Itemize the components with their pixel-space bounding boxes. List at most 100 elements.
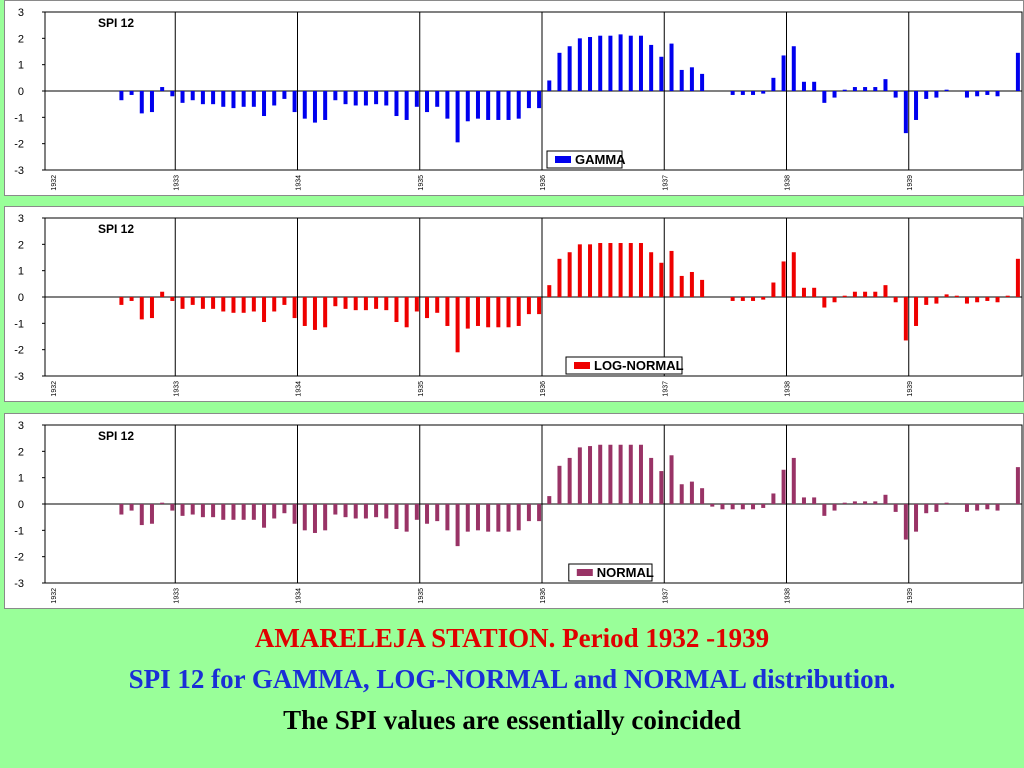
bar (577, 447, 582, 504)
bar (863, 501, 868, 504)
bar (649, 252, 654, 297)
bar (160, 291, 165, 297)
bar (577, 38, 582, 91)
chart-title: SPI 12 (98, 16, 134, 30)
bar (598, 243, 603, 297)
bar (343, 297, 348, 309)
x-tick-label: 1937 (662, 381, 669, 397)
bar (1005, 295, 1010, 297)
bar (231, 91, 236, 109)
bar (924, 91, 929, 99)
x-tick-label: 1935 (418, 381, 425, 397)
bar (812, 81, 817, 91)
bar (710, 504, 715, 507)
bar (700, 73, 705, 91)
bar (914, 297, 919, 326)
y-tick-label: 1 (18, 60, 24, 72)
bar (588, 37, 593, 91)
bar (211, 504, 216, 518)
y-tick-label: 2 (18, 33, 24, 45)
bar (506, 91, 511, 120)
bar (200, 297, 205, 309)
bar (343, 91, 348, 105)
bar (435, 504, 440, 522)
bar (465, 297, 470, 329)
bar (414, 91, 419, 107)
bar (730, 504, 735, 510)
bar (200, 504, 205, 518)
bar (832, 504, 837, 511)
legend-swatch (576, 569, 593, 576)
bar (1015, 52, 1020, 91)
bar (588, 244, 593, 297)
x-tick-label: 1938 (785, 588, 792, 604)
x-tick-label: 1939 (907, 588, 914, 604)
bar (822, 504, 827, 516)
bar (730, 297, 735, 301)
bar (516, 297, 521, 326)
bar (557, 52, 562, 91)
x-tick-label: 1937 (662, 175, 669, 191)
bar (170, 504, 175, 511)
bar (801, 497, 806, 504)
bar (618, 34, 623, 91)
bar (241, 91, 246, 107)
caption-distributions: SPI 12 for GAMMA, LOG-NORMAL and NORMAL … (128, 664, 896, 694)
bar (516, 504, 521, 531)
bar (822, 297, 827, 308)
bar (598, 35, 603, 91)
bar (343, 504, 348, 518)
x-tick-label: 1933 (173, 381, 180, 397)
bar (914, 504, 919, 532)
y-tick-label: -2 (14, 139, 24, 151)
bar (730, 91, 735, 95)
bar (353, 297, 358, 311)
bar (537, 297, 542, 315)
bar (903, 91, 908, 134)
bar (893, 504, 898, 512)
bar (394, 91, 399, 117)
bar (924, 504, 929, 514)
bar (1015, 258, 1020, 297)
chart-panel-gamma: 1932 1933 1934 1935 1936 1937 1938 1939 3 2 1 0 -1 -2… (4, 0, 1024, 196)
bar (863, 291, 868, 297)
bar (475, 297, 480, 326)
bar (516, 91, 521, 119)
bar (251, 297, 256, 312)
bar (353, 91, 358, 106)
x-tick-label: 1939 (907, 381, 914, 397)
bar (975, 91, 980, 97)
bar (374, 297, 379, 309)
legend-label: NORMAL (597, 565, 654, 580)
bar (832, 91, 837, 98)
x-tick-label: 1934 (296, 175, 303, 191)
legend-box (568, 563, 653, 582)
bar (475, 504, 480, 531)
bar (445, 504, 450, 531)
bar (547, 285, 552, 297)
bar (873, 291, 878, 297)
y-tick-label: -3 (14, 578, 24, 590)
bar (435, 91, 440, 107)
bar (221, 91, 226, 107)
bar (455, 297, 460, 353)
y-tick-label: -1 (14, 318, 24, 330)
bar (557, 465, 562, 504)
bar (740, 297, 745, 301)
bar (149, 91, 154, 113)
bar (781, 261, 786, 297)
legend-swatch (555, 156, 571, 163)
bar (628, 444, 633, 504)
bar (149, 297, 154, 319)
y-tick-label: -2 (14, 552, 24, 564)
bar (292, 504, 297, 524)
bar (995, 91, 1000, 97)
bar (638, 35, 643, 91)
bar (985, 91, 990, 95)
bar (995, 504, 1000, 511)
bar (547, 496, 552, 504)
bar (231, 297, 236, 313)
y-tick-label: 2 (18, 446, 24, 458)
bar (384, 91, 389, 106)
bar (995, 297, 1000, 303)
